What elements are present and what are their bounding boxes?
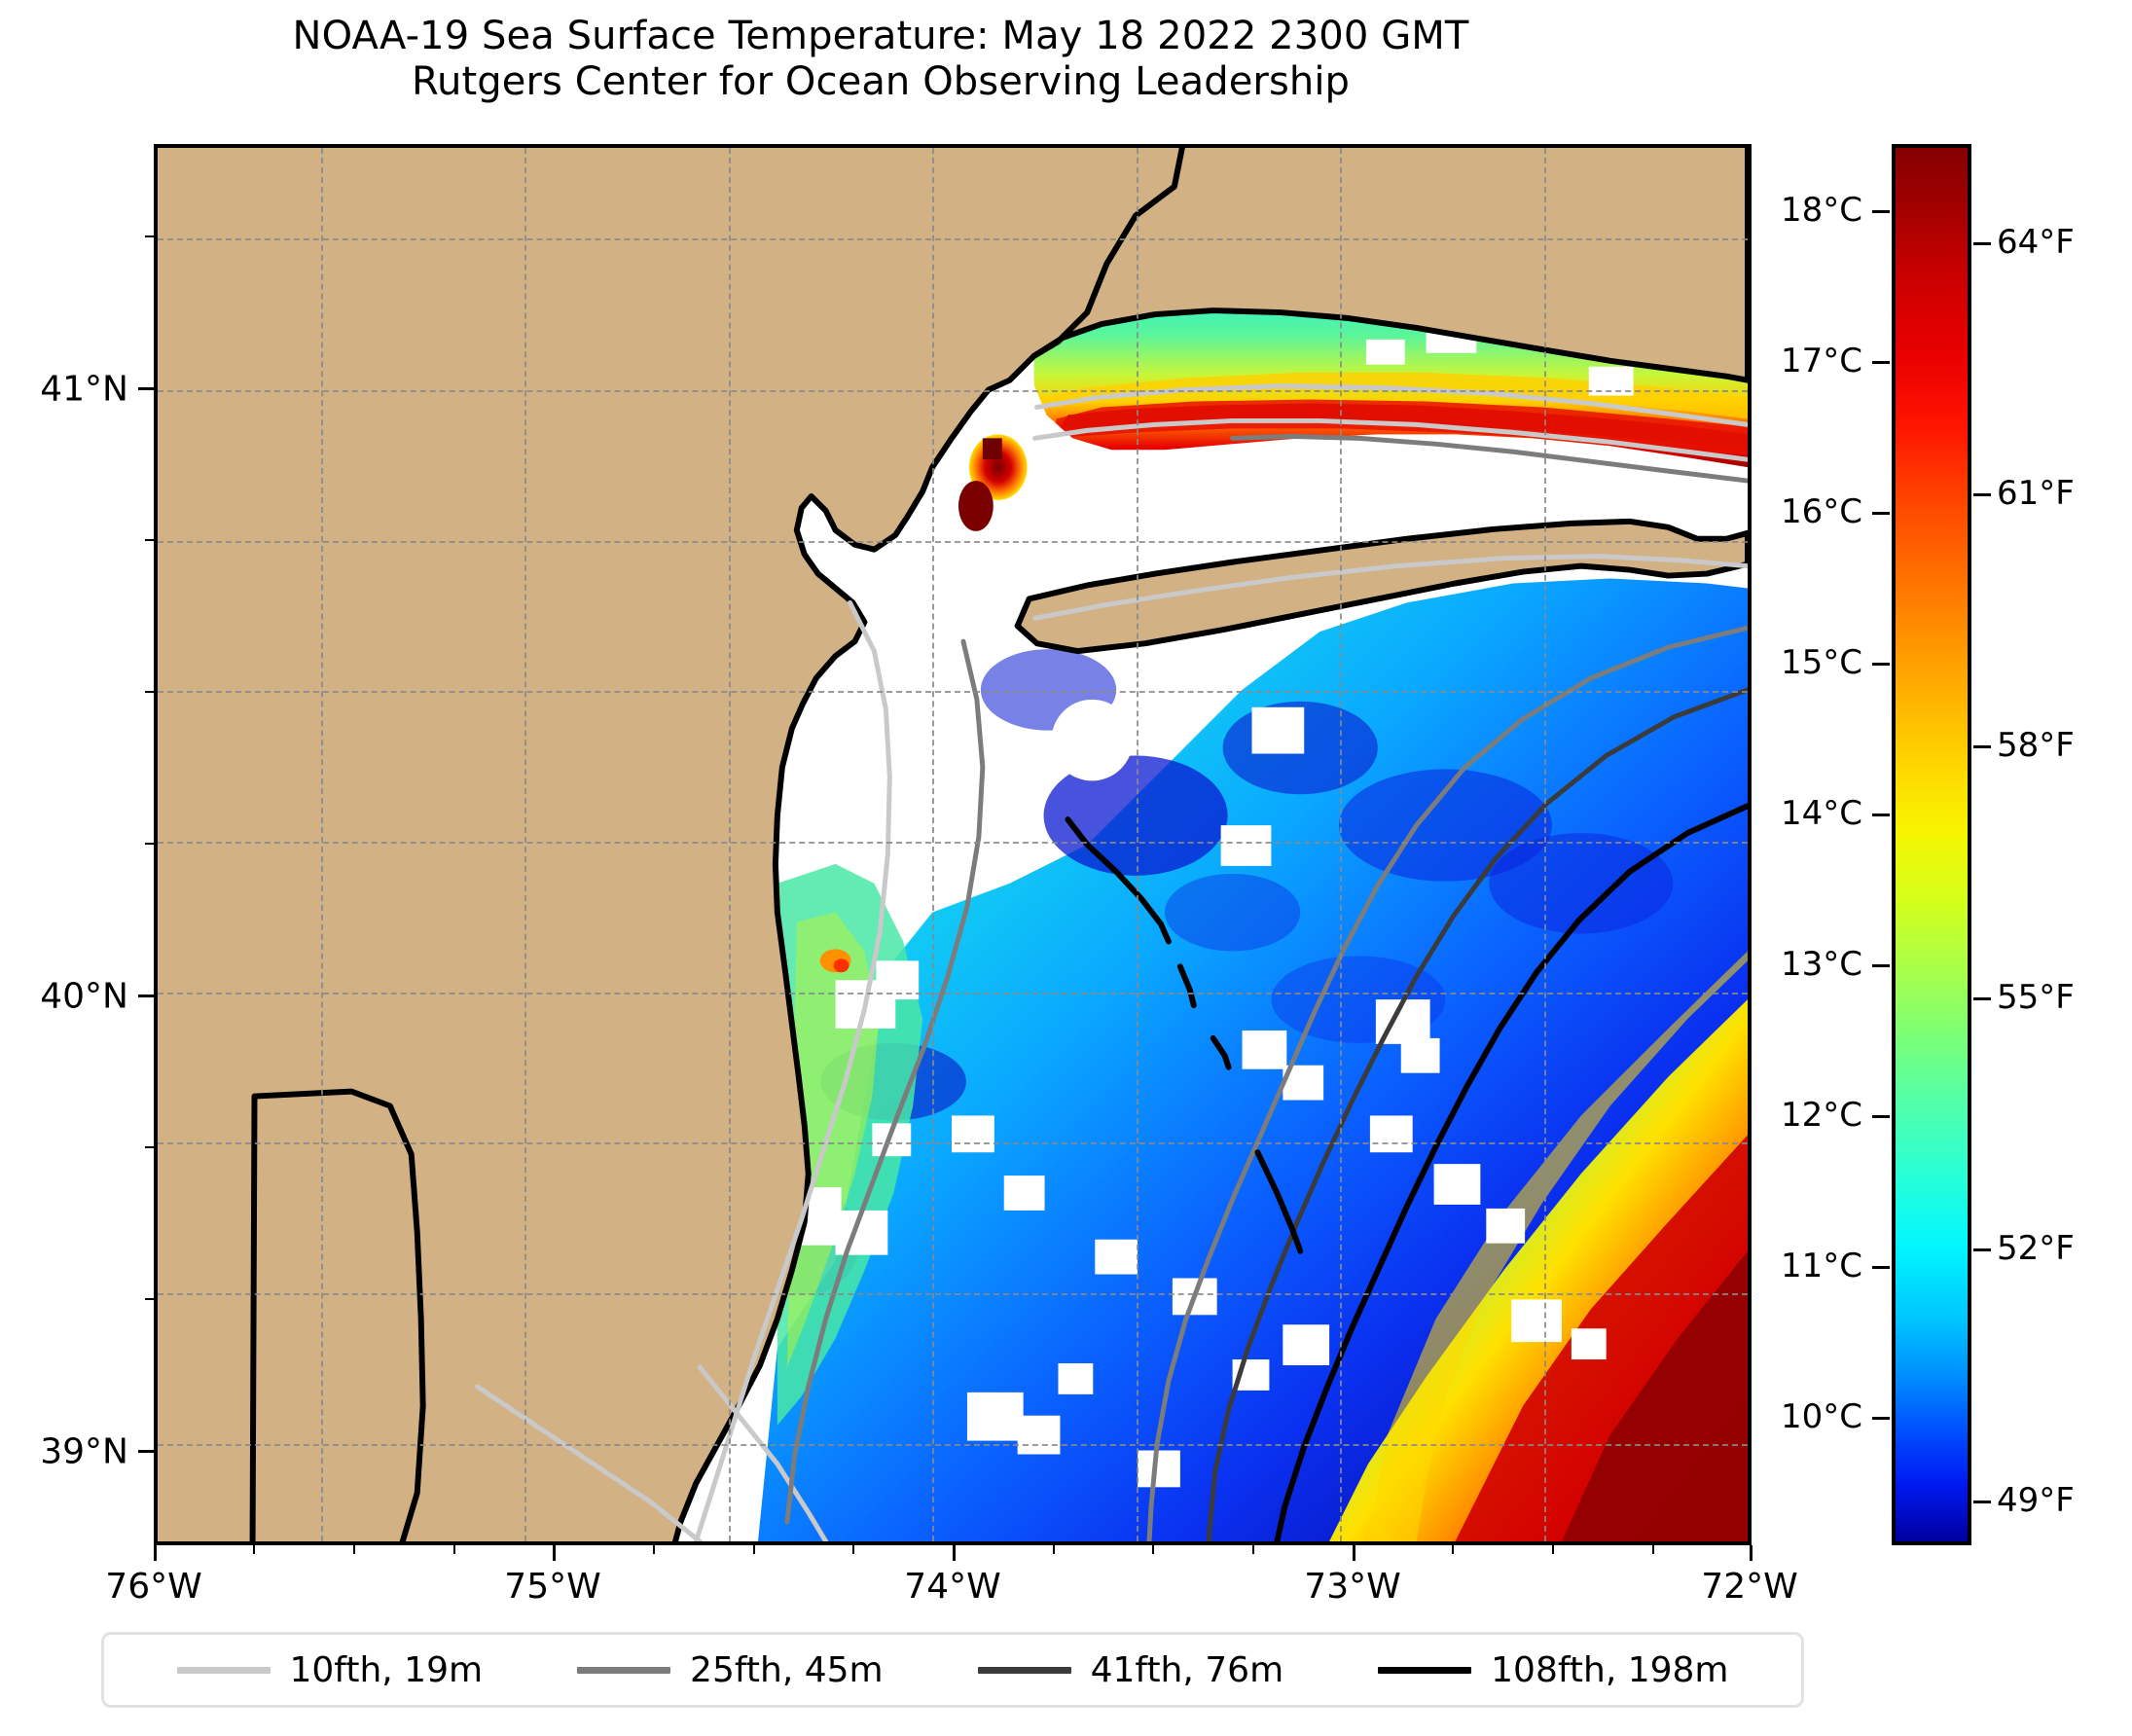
colorbar-label-c-1: 17°C xyxy=(1780,342,1862,380)
title-line-2: Rutgers Center for Ocean Observing Leade… xyxy=(411,59,1351,105)
colorbar-label-c-4: 14°C xyxy=(1780,794,1862,833)
sst-map-svg xyxy=(158,148,1748,1541)
colorbar-label-f-0: 64°F xyxy=(1997,223,2075,262)
x-axis-label-0: 76°W xyxy=(105,1567,202,1607)
y-tick-major xyxy=(138,995,154,997)
x-tick-major xyxy=(953,1545,956,1561)
x-tick-minor xyxy=(1452,1545,1454,1554)
colorbar-label-c-0: 18°C xyxy=(1780,191,1862,230)
contour-25fth-45m xyxy=(784,433,1748,1541)
x-tick-major xyxy=(1353,1545,1355,1561)
legend-line-icon-25fth xyxy=(577,1666,671,1674)
colorbar-tick-c xyxy=(1872,814,1890,816)
colorbar-tick-f xyxy=(1973,1248,1991,1251)
colorbar-tick-c xyxy=(1872,1115,1890,1118)
x-axis-label-2: 74°W xyxy=(904,1567,1001,1607)
y-tick-minor xyxy=(145,539,154,541)
y-tick-minor xyxy=(145,1146,154,1148)
colorbar-label-c-8: 10°C xyxy=(1780,1397,1862,1436)
colorbar-tick-c xyxy=(1872,512,1890,515)
y-tick-minor xyxy=(145,235,154,237)
x-tick-minor xyxy=(1652,1545,1654,1554)
x-tick-minor xyxy=(353,1545,355,1554)
legend-label-108fth: 108fth, 198m xyxy=(1491,1649,1729,1690)
colorbar-tick-f xyxy=(1973,493,1991,496)
colorbar-label-c-6: 12°C xyxy=(1780,1096,1862,1135)
colorbar-tick-c xyxy=(1872,663,1890,666)
colorbar-label-f-2: 58°F xyxy=(1997,726,2075,765)
contour-108fth-198m xyxy=(1065,803,1748,1541)
x-tick-minor xyxy=(1252,1545,1254,1554)
colorbar-tick-c xyxy=(1872,361,1890,364)
legend-label-25fth: 25fth, 45m xyxy=(690,1649,884,1690)
x-axis-label-1: 75°W xyxy=(504,1567,601,1607)
contour-10fth-19m xyxy=(474,383,1748,1541)
x-tick-minor xyxy=(1152,1545,1154,1554)
colorbar-tick-c xyxy=(1872,964,1890,967)
colorbar-label-c-2: 16°C xyxy=(1780,492,1862,531)
colorbar-tick-c xyxy=(1872,210,1890,213)
sst-gulfstream-field xyxy=(1329,951,1748,1541)
legend-label-10fth: 10fth, 19m xyxy=(289,1649,484,1690)
x-tick-minor xyxy=(1552,1545,1554,1554)
legend-item-10fth: 10fth, 19m xyxy=(176,1649,484,1690)
colorbar-tick-f xyxy=(1973,1501,1991,1503)
colorbar-tick-f xyxy=(1973,997,1991,1000)
sst-map-axes xyxy=(154,144,1752,1545)
x-tick-minor xyxy=(852,1545,854,1554)
colorbar-label-c-5: 13°C xyxy=(1780,945,1862,984)
sst-ny-harbor-plume xyxy=(958,434,1028,531)
plot-title: NOAA-19 Sea Surface Temperature: May 18 … xyxy=(0,14,1761,105)
x-tick-minor xyxy=(1053,1545,1055,1554)
y-tick-major xyxy=(138,1450,154,1453)
colorbar-tick-c xyxy=(1872,1266,1890,1269)
legend-item-108fth: 108fth, 198m xyxy=(1378,1649,1729,1690)
temperature-colorbar xyxy=(1892,144,1971,1545)
x-axis-label-3: 73°W xyxy=(1304,1567,1401,1607)
legend-item-41fth: 41fth, 76m xyxy=(977,1649,1284,1690)
x-tick-minor xyxy=(753,1545,755,1554)
colorbar-label-f-4: 52°F xyxy=(1997,1229,2075,1268)
x-tick-minor xyxy=(253,1545,255,1554)
colorbar-label-f-3: 55°F xyxy=(1997,978,2075,1017)
legend-line-icon-108fth xyxy=(1378,1666,1472,1674)
y-axis-label-2: 39°N xyxy=(40,1431,128,1472)
y-tick-minor xyxy=(145,691,154,693)
legend-line-icon-10fth xyxy=(176,1666,271,1674)
y-tick-minor xyxy=(145,1298,154,1300)
x-tick-major xyxy=(1750,1545,1753,1561)
y-tick-minor xyxy=(145,843,154,845)
legend-line-icon-41fth xyxy=(977,1666,1071,1674)
bathymetry-contours xyxy=(474,383,1748,1541)
colorbar-tick-c xyxy=(1872,1417,1890,1420)
contour-41fth-76m xyxy=(1207,687,1748,1541)
y-tick-major xyxy=(138,387,154,390)
colorbar-label-c-3: 15°C xyxy=(1780,643,1862,682)
bathymetry-legend: 10fth, 19m 25fth, 45m 41fth, 76m 108fth,… xyxy=(101,1632,1804,1708)
y-axis-label-0: 41°N xyxy=(40,369,128,410)
legend-item-25fth: 25fth, 45m xyxy=(577,1650,884,1690)
colorbar-label-f-1: 61°F xyxy=(1997,474,2075,513)
colorbar-label-c-7: 11°C xyxy=(1780,1247,1862,1285)
land-overlay xyxy=(158,148,1748,1541)
colorbar-tick-f xyxy=(1973,745,1991,748)
legend-label-41fth: 41fth, 76m xyxy=(1090,1649,1284,1690)
x-tick-major xyxy=(154,1545,157,1561)
sst-map-canvas xyxy=(158,148,1748,1541)
cloud-mask-patches xyxy=(773,320,1634,1488)
y-axis-label-1: 40°N xyxy=(40,976,128,1017)
x-tick-minor xyxy=(653,1545,655,1554)
x-tick-minor xyxy=(453,1545,455,1554)
colorbar-label-f-5: 49°F xyxy=(1997,1481,2075,1520)
x-tick-major xyxy=(553,1545,556,1561)
colorbar-tick-f xyxy=(1973,242,1991,245)
title-line-1: NOAA-19 Sea Surface Temperature: May 18 … xyxy=(292,14,1469,58)
x-axis-label-4: 72°W xyxy=(1701,1567,1798,1607)
